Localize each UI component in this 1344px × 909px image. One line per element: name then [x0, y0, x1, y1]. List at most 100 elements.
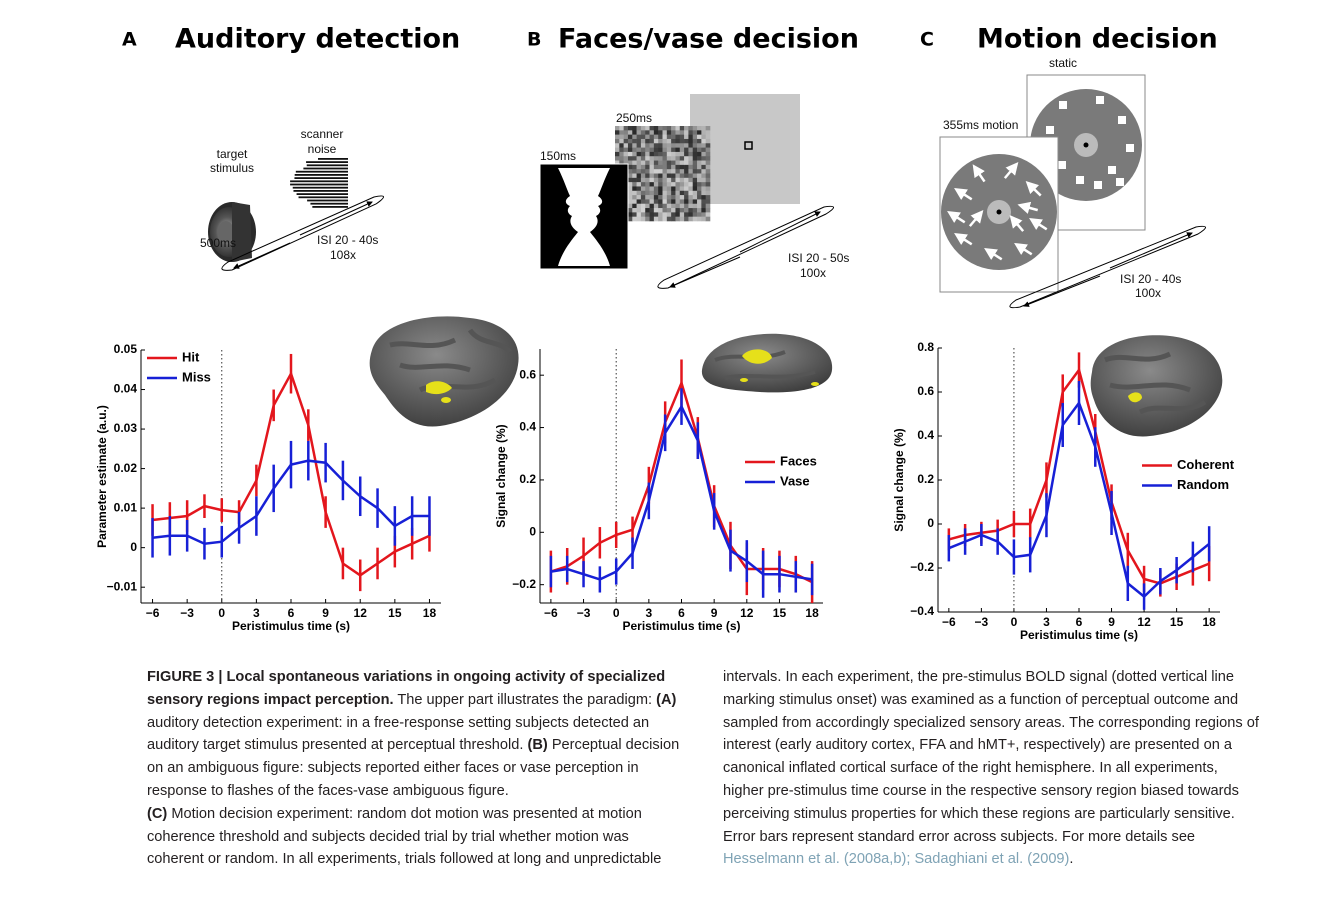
noise-pixel — [701, 182, 706, 187]
noise-pixel — [701, 152, 706, 157]
caption-reference[interactable]: Hesselmann et al. (2008a,b); Sadaghiani … — [723, 851, 1069, 867]
noise-pixel — [693, 178, 698, 183]
panel-title: Faces/vase decision — [558, 24, 859, 55]
noise-pixel — [628, 199, 633, 204]
noise-pixel — [688, 217, 693, 222]
y-axis-label: Signal change (%) — [892, 428, 906, 531]
noise-pixel — [675, 217, 680, 222]
noise-pixel — [645, 126, 650, 131]
x-tick-label: −6 — [146, 606, 160, 620]
noise-pixel — [637, 217, 642, 222]
noise-pixel — [641, 130, 646, 135]
noise-pixel — [688, 126, 693, 131]
noise-pixel — [688, 191, 693, 196]
noise-pixel — [684, 217, 689, 222]
noise-pixel — [632, 130, 637, 135]
diagram-label: 355ms motion — [943, 118, 1018, 132]
figure: A Auditory detection B Faces/vase decisi… — [0, 0, 1344, 660]
noise-pixel — [693, 217, 698, 222]
y-tick-label: 0.2 — [917, 472, 934, 486]
noise-pixel — [637, 182, 642, 187]
noise-pixel — [684, 212, 689, 217]
noise-stripe — [293, 187, 348, 189]
noise-pixel — [650, 182, 655, 187]
noise-pixel — [688, 135, 693, 140]
noise-pixel — [628, 169, 633, 174]
noise-pixel — [654, 126, 659, 131]
noise-stripe — [306, 161, 348, 163]
noise-pixel — [628, 195, 633, 200]
y-tick-label: 0.05 — [114, 342, 138, 356]
static-dot — [1118, 116, 1126, 124]
noise-pixel — [684, 156, 689, 161]
y-axis-label: Signal change (%) — [494, 424, 508, 527]
noise-pixel — [654, 174, 659, 179]
noise-pixel — [632, 217, 637, 222]
noise-pixel — [671, 165, 676, 170]
noise-pixel — [701, 178, 706, 183]
noise-pixel — [637, 191, 642, 196]
panel-letter: B — [527, 29, 541, 51]
noise-pixel — [658, 169, 663, 174]
figure-caption: FIGURE 3 | Local spontaneous variations … — [147, 666, 1259, 871]
noise-pixel — [671, 204, 676, 209]
noise-pixel — [667, 148, 672, 153]
noise-pixel — [667, 212, 672, 217]
noise-pixel — [641, 191, 646, 196]
noise-pixel — [693, 174, 698, 179]
noise-pixel — [619, 130, 624, 135]
x-tick-label: 15 — [1170, 615, 1184, 629]
noise-stripe — [310, 203, 348, 205]
diagram-label: ISI 20 - 40s — [1120, 272, 1181, 286]
noise-pixel — [680, 156, 685, 161]
noise-pixel — [680, 130, 685, 135]
noise-pixel — [693, 139, 698, 144]
noise-pixel — [671, 195, 676, 200]
noise-pixel — [645, 191, 650, 196]
noise-pixel — [628, 156, 633, 161]
noise-pixel — [667, 174, 672, 179]
noise-pixel — [641, 135, 646, 140]
noise-pixel — [667, 182, 672, 187]
noise-pixel — [680, 139, 685, 144]
legend-label: Hit — [182, 349, 200, 364]
noise-pixel — [658, 182, 663, 187]
noise-pixel — [675, 212, 680, 217]
noise-pixel — [632, 195, 637, 200]
noise-pixel — [654, 139, 659, 144]
noise-pixel — [650, 130, 655, 135]
noise-pixel — [654, 156, 659, 161]
noise-pixel — [641, 126, 646, 131]
x-tick-label: −6 — [942, 615, 956, 629]
caption-label: (C) — [147, 806, 167, 822]
noise-pixel — [667, 165, 672, 170]
noise-pixel — [688, 195, 693, 200]
noise-pixel — [628, 217, 633, 222]
noise-pixel — [663, 182, 668, 187]
noise-pixel — [671, 212, 676, 217]
static-dot — [1059, 101, 1067, 109]
noise-pixel — [645, 212, 650, 217]
noise-pixel — [628, 143, 633, 148]
diagram-label: ISI 20 - 50s — [788, 251, 849, 265]
noise-pixel — [688, 130, 693, 135]
noise-pixel — [637, 208, 642, 213]
noise-pixel — [628, 139, 633, 144]
noise-pixel — [701, 139, 706, 144]
noise-pixel — [632, 139, 637, 144]
noise-pixel — [645, 165, 650, 170]
panel-title: Auditory detection — [175, 24, 460, 55]
noise-pixel — [701, 156, 706, 161]
noise-pixel — [641, 143, 646, 148]
noise-pixel — [697, 135, 702, 140]
x-tick-label: 9 — [1108, 615, 1115, 629]
noise-stripe — [307, 200, 348, 202]
noise-pixel — [658, 204, 663, 209]
static-dot — [1094, 181, 1102, 189]
noise-pixel — [632, 143, 637, 148]
noise-pixel — [658, 191, 663, 196]
noise-pixel — [684, 130, 689, 135]
legend-label: Vase — [780, 473, 810, 488]
noise-pixel — [675, 199, 680, 204]
noise-pixel — [680, 148, 685, 153]
